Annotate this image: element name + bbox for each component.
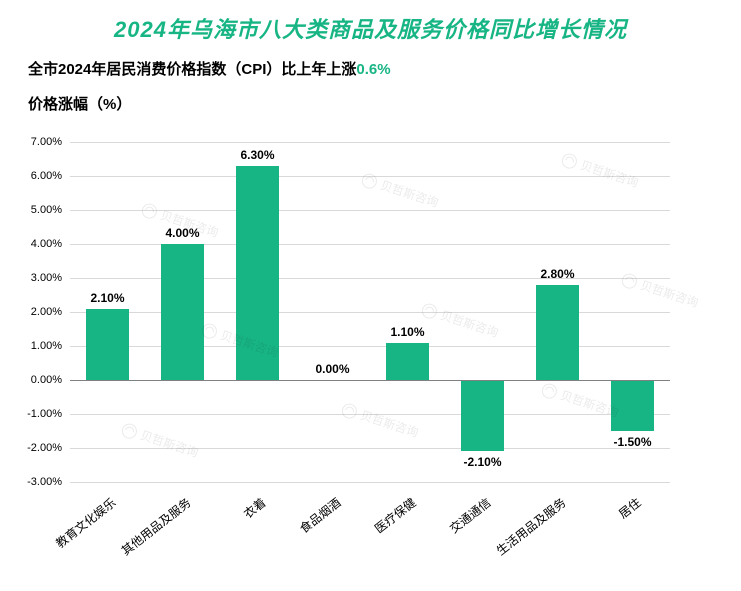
gridline	[70, 176, 670, 177]
gridline	[70, 482, 670, 483]
bar	[236, 166, 280, 380]
gridline	[70, 142, 670, 143]
ytick-label: 6.00%	[2, 170, 62, 182]
chart-area: -3.00%-2.00%-1.00%0.00%1.00%2.00%3.00%4.…	[70, 142, 720, 522]
subtitle-prefix: 全市2024年居民消费价格指数（CPI）比上年上涨	[28, 61, 356, 78]
ytick-label: 2.00%	[2, 306, 62, 318]
chart-subtitle: 全市2024年居民消费价格指数（CPI）比上年上涨0.6%	[28, 58, 741, 79]
bar-value-label: 1.10%	[390, 325, 424, 339]
bar	[386, 343, 430, 380]
ytick-label: 4.00%	[2, 238, 62, 250]
ytick-label: 1.00%	[2, 340, 62, 352]
gridline	[70, 210, 670, 211]
ytick-label: 5.00%	[2, 204, 62, 216]
chart-plot: -3.00%-2.00%-1.00%0.00%1.00%2.00%3.00%4.…	[70, 142, 670, 482]
bar-value-label: -2.10%	[463, 455, 501, 469]
bar	[536, 285, 580, 380]
subtitle-highlight: 0.6%	[356, 61, 390, 78]
bar	[461, 380, 505, 451]
ytick-label: 0.00%	[2, 374, 62, 386]
ytick-label: -1.00%	[2, 408, 62, 420]
bar	[161, 244, 205, 380]
bar-value-label: -1.50%	[613, 435, 651, 449]
ytick-label: 7.00%	[2, 136, 62, 148]
bar-value-label: 2.10%	[90, 291, 124, 305]
bar-value-label: 6.30%	[240, 148, 274, 162]
bar	[611, 380, 655, 431]
zero-line	[70, 380, 670, 381]
gridline	[70, 414, 670, 415]
chart-title: 2024年乌海市八大类商品及服务价格同比增长情况	[0, 12, 741, 44]
ytick-label: -3.00%	[2, 476, 62, 488]
bar-value-label: 4.00%	[165, 226, 199, 240]
y-axis-label: 价格涨幅（%）	[28, 93, 741, 114]
ytick-label: -2.00%	[2, 442, 62, 454]
gridline	[70, 448, 670, 449]
bar-value-label: 2.80%	[540, 267, 574, 281]
ytick-label: 3.00%	[2, 272, 62, 284]
bar	[86, 309, 130, 380]
bar-value-label: 0.00%	[315, 362, 349, 376]
